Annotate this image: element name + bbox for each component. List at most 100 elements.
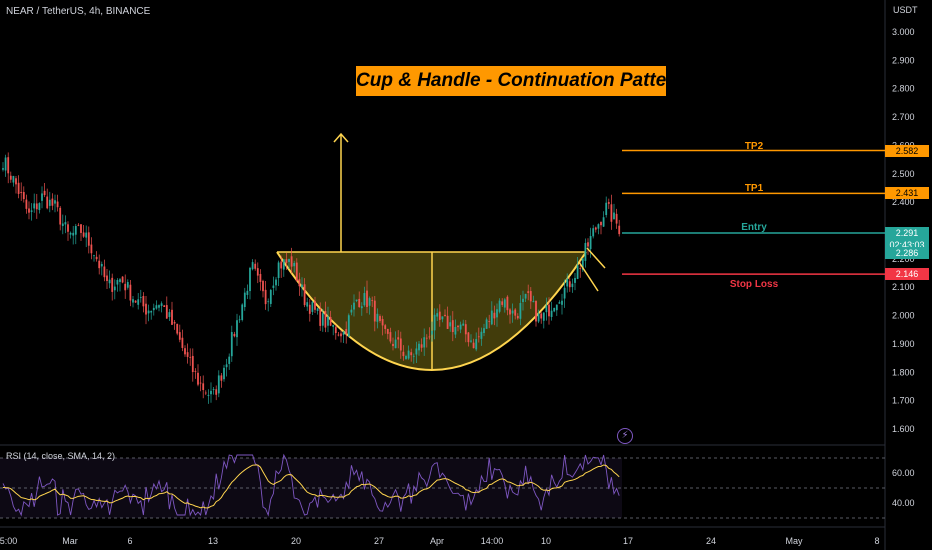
candle-body (496, 309, 498, 318)
candle-body (410, 352, 413, 356)
candle-body (259, 273, 262, 282)
candle-body (17, 182, 20, 194)
level-lines (622, 149, 885, 275)
candle-body (121, 276, 124, 283)
tp2-label: TP2 (744, 140, 764, 152)
candle-body (464, 324, 467, 335)
candle-body (615, 213, 618, 224)
candle-body (249, 267, 251, 292)
price-tick-label: 1.600 (892, 424, 915, 434)
candle-body (540, 313, 543, 319)
candle-body (576, 265, 579, 279)
candle-body (529, 291, 532, 302)
candle-body (56, 201, 59, 208)
candle-body (124, 283, 127, 291)
price-tick-label: 1.800 (892, 367, 915, 377)
time-tick-label: 6 (127, 536, 132, 546)
candle-body (15, 178, 17, 185)
candle-body (397, 337, 400, 340)
candle-body (207, 394, 210, 396)
candle-body (171, 309, 173, 325)
candle-body (95, 256, 98, 260)
candle-body (347, 315, 350, 337)
time-tick-label: 24 (706, 536, 716, 546)
pattern-banner: Cup & Handle - Continuation Pattern (356, 66, 685, 96)
candle-body (288, 259, 290, 262)
candle-body (334, 327, 337, 334)
candle-body (384, 325, 387, 329)
candle-body (519, 303, 522, 319)
time-tick-label: 10 (541, 536, 551, 546)
time-tick-label: 20 (291, 536, 301, 546)
candle-body (298, 279, 301, 287)
candle-body (613, 212, 615, 220)
candle-body (194, 370, 197, 372)
candle-body (228, 356, 231, 364)
candle-body (314, 301, 316, 310)
candle-body (20, 191, 23, 193)
price-tick-label: 2.700 (892, 112, 915, 122)
candle-body (155, 305, 158, 309)
candle-body (527, 291, 530, 293)
candle-body (451, 320, 454, 333)
candle-body (477, 336, 480, 338)
candle-body (332, 324, 335, 327)
candle-body (132, 299, 134, 303)
candle-body (217, 375, 220, 394)
candle-body (290, 256, 293, 267)
candle-body (150, 310, 153, 313)
candle-body (103, 266, 106, 278)
candle-body (189, 356, 192, 358)
candle-body (139, 297, 142, 298)
candle-body (337, 334, 340, 336)
candle-body (256, 268, 259, 276)
candle-body (597, 224, 600, 229)
rsi-sma-line (2, 464, 620, 509)
candle-body (197, 372, 199, 385)
candle-body (602, 217, 605, 227)
candle-body (64, 222, 67, 225)
candle-body (158, 305, 160, 308)
candle-body (113, 286, 116, 291)
candle-body (301, 284, 303, 288)
candle-body (251, 262, 254, 270)
candle-body (407, 350, 410, 359)
candle-body (428, 336, 431, 338)
candle-body (215, 389, 218, 395)
candle-body (371, 300, 374, 301)
candle-body (418, 343, 420, 351)
stop-loss-price-tag: 2.146 (885, 268, 929, 281)
candle-body (561, 300, 563, 305)
candle-body (9, 175, 12, 180)
previous-close-tag: 2.286 (885, 247, 929, 260)
time-tick-label: 27 (374, 536, 384, 546)
candle-body (503, 299, 506, 308)
candle-body (376, 313, 379, 322)
symbol-title: NEAR / TetherUS, 4h, BINANCE (6, 6, 151, 17)
candle-body (345, 329, 348, 335)
candle-body (353, 302, 355, 310)
candle-body (48, 199, 51, 206)
candle-body (457, 325, 459, 328)
candle-body (535, 300, 537, 322)
price-tick-label: 2.400 (892, 197, 915, 207)
candle-body (181, 337, 184, 348)
candle-body (295, 262, 298, 282)
candle-body (574, 278, 576, 283)
candle-body (483, 328, 485, 334)
candle-body (100, 263, 103, 267)
cup-pattern (276, 251, 587, 371)
candle-body (498, 300, 501, 312)
candle-body (38, 203, 41, 211)
time-tick-label: Apr (430, 536, 444, 546)
price-tick-label: 3.000 (892, 27, 915, 37)
candle-body (379, 316, 381, 321)
lightning-icon[interactable]: ⚡ (617, 428, 633, 444)
candle-body (90, 244, 93, 254)
candle-body (35, 203, 38, 210)
target-arrow-head (333, 132, 349, 143)
candle-body (254, 263, 257, 269)
candle-body (571, 283, 574, 288)
candle-body (241, 304, 244, 320)
rsi-pane (0, 453, 885, 519)
